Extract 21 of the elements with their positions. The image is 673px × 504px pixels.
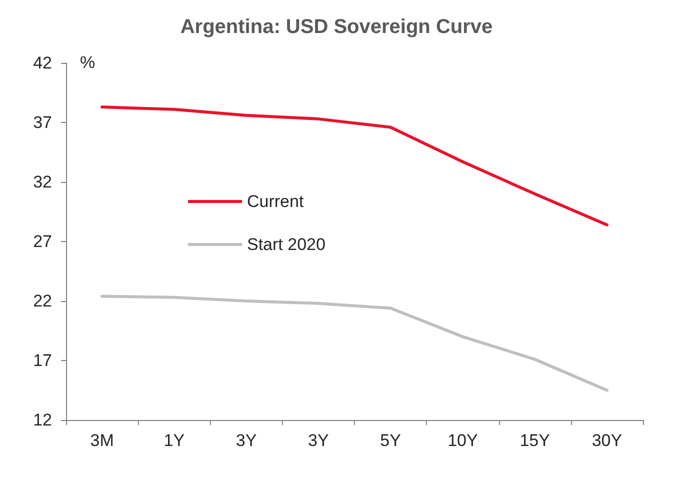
y-tick-label: 12: [33, 410, 52, 430]
line-series: [100, 294, 608, 392]
legend-label: Current: [247, 192, 304, 211]
line-series: [100, 106, 608, 226]
chart-title: Argentina: USD Sovereign Curve: [180, 16, 493, 38]
x-tick-label: 10Y: [448, 431, 478, 450]
y-tick-label: 32: [33, 172, 52, 192]
legend-label: Start 2020: [247, 235, 326, 254]
y-tick-label: 37: [33, 113, 52, 132]
y-axis-title: %: [80, 53, 96, 72]
x-tick-label: 3Y: [236, 431, 257, 450]
x-tick-label: 3Y: [308, 431, 329, 450]
x-tick-label: 30Y: [592, 431, 622, 450]
x-tick-label: 5Y: [380, 431, 401, 450]
x-tick-label: 3M: [90, 431, 114, 450]
y-tick-label: 17: [33, 351, 52, 370]
x-tick-label: 15Y: [520, 431, 550, 450]
x-tick-label: 1Y: [164, 431, 185, 450]
y-tick-label: 27: [33, 232, 52, 251]
y-tick-label: 22: [33, 292, 52, 310]
y-tick-label: 42: [33, 54, 52, 72]
